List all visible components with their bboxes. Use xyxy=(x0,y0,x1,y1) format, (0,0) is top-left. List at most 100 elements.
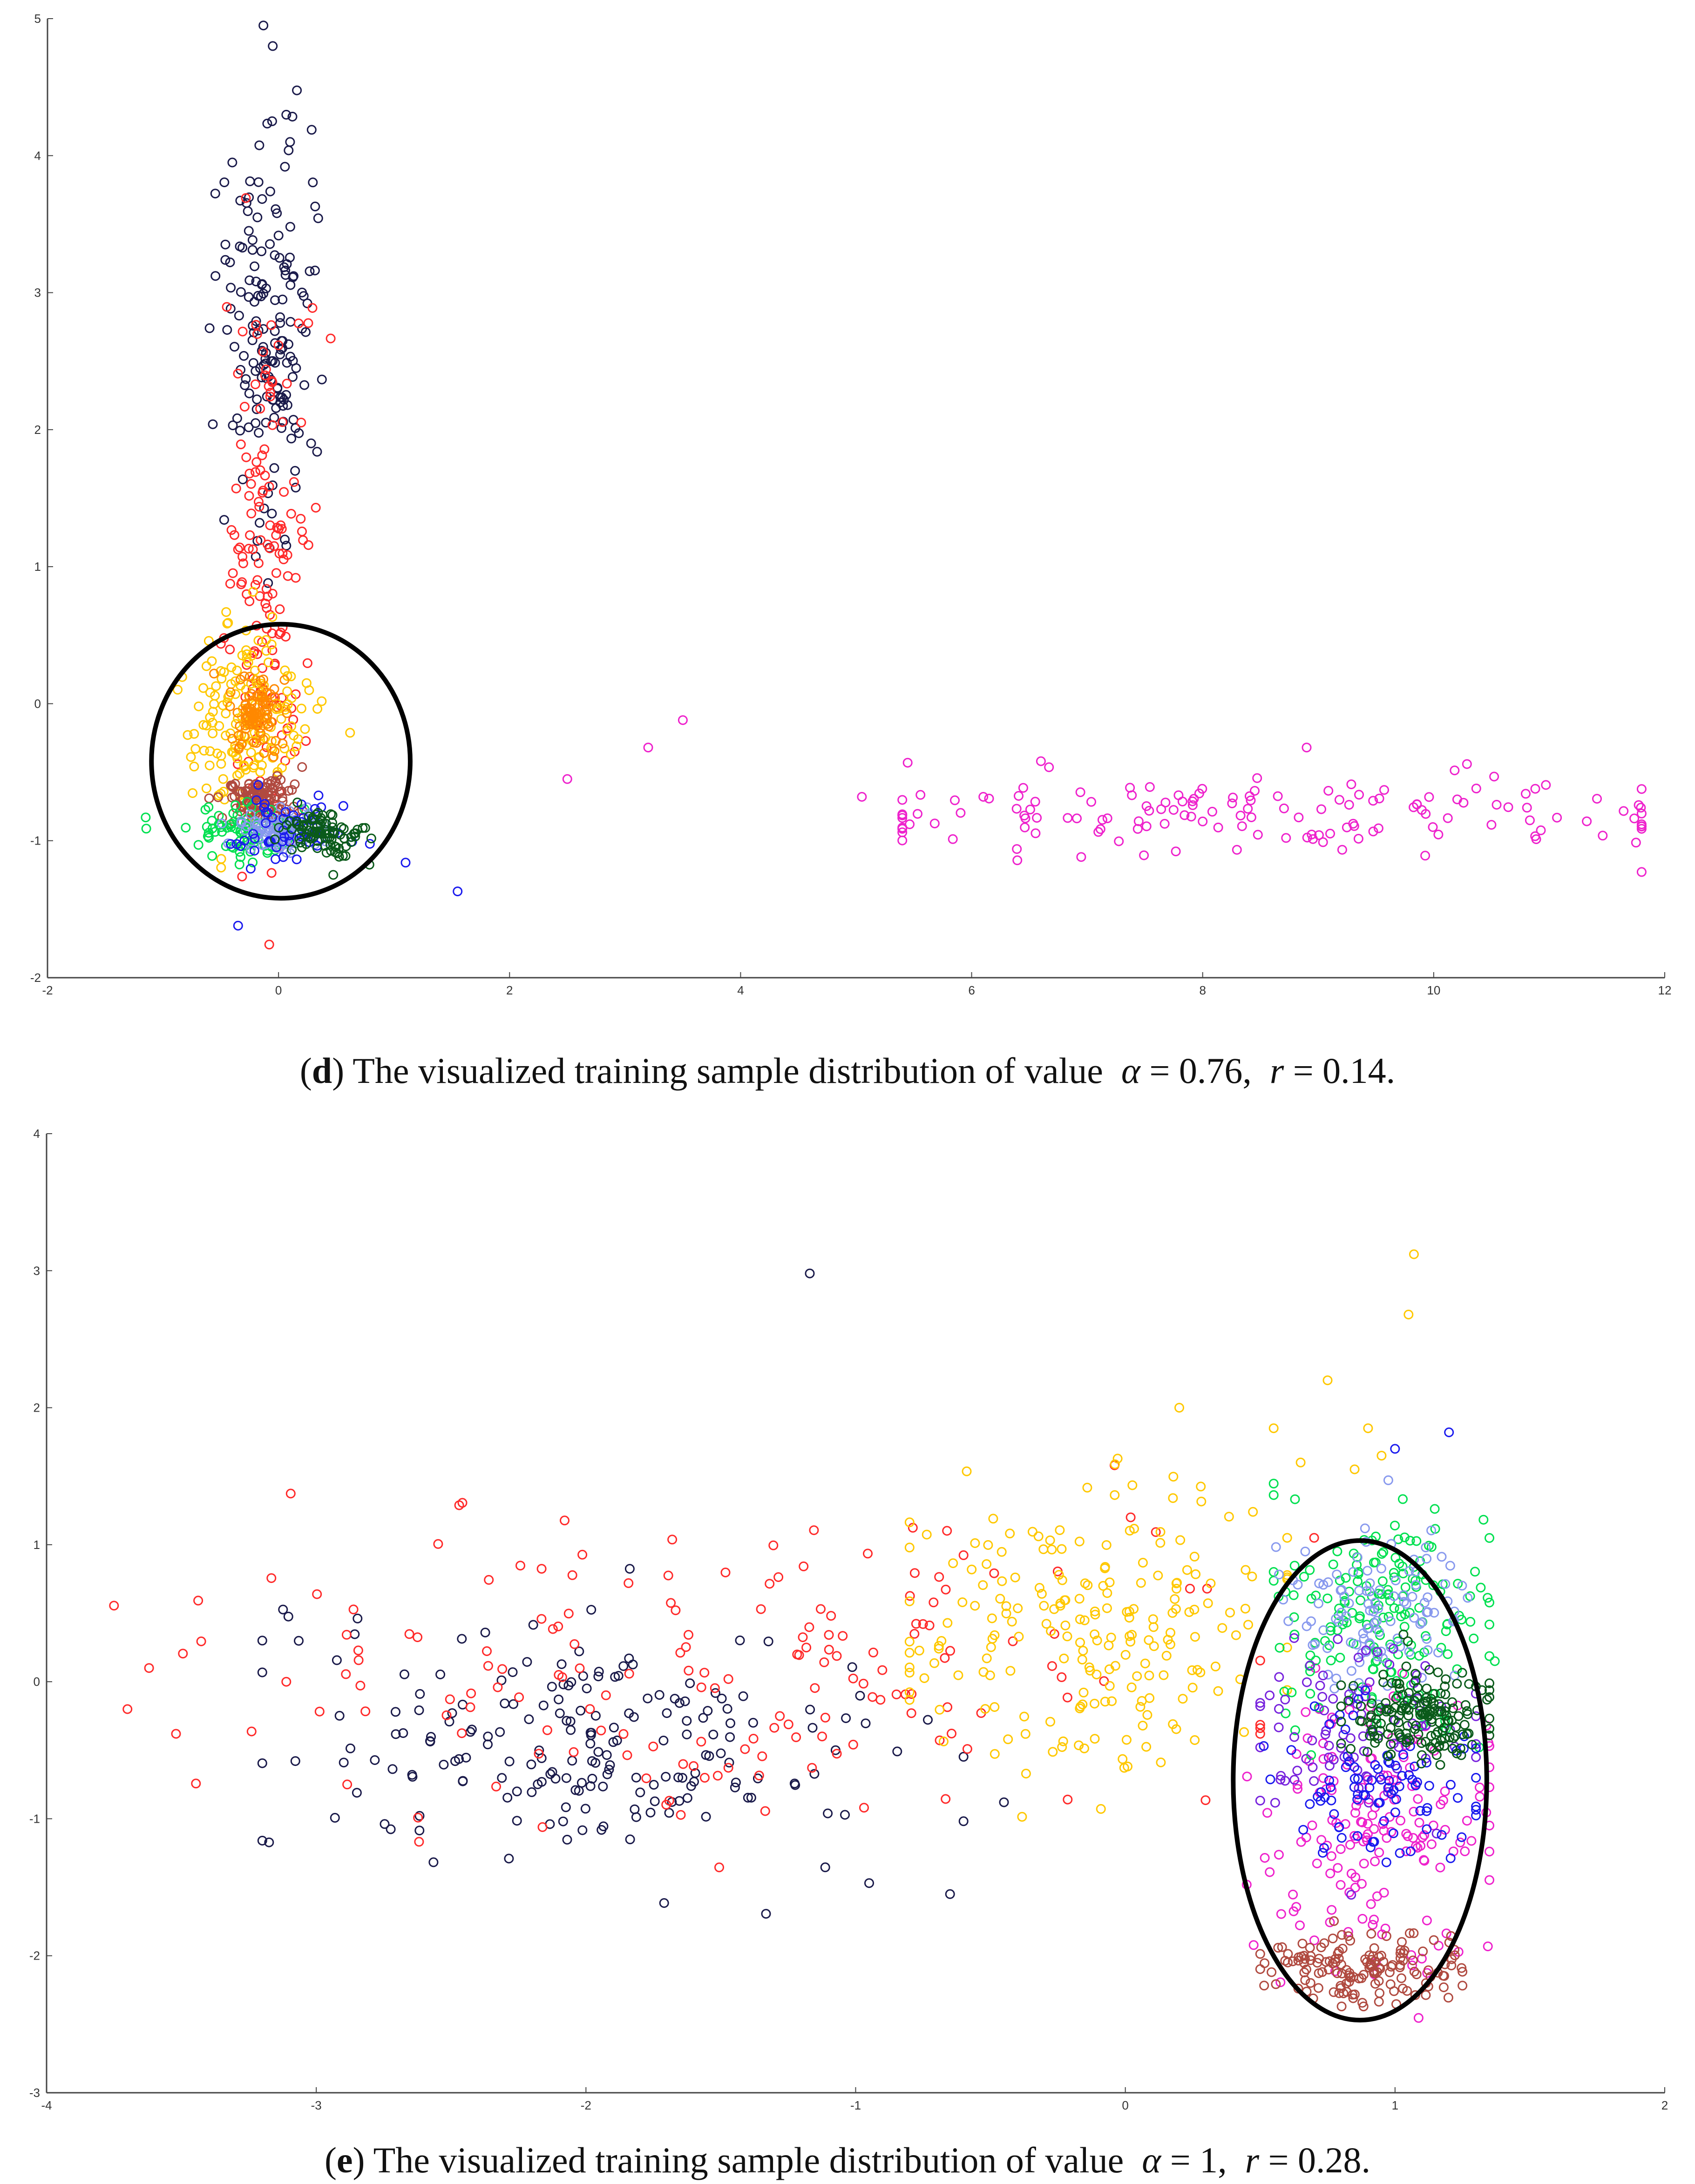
data-point-brown xyxy=(1429,1935,1439,1945)
data-point-blue xyxy=(1376,1774,1386,1785)
data-point-magenta xyxy=(1636,808,1647,818)
data-point-blue xyxy=(245,864,256,874)
data-point-navy xyxy=(247,245,258,255)
data-point-red xyxy=(277,693,287,703)
data-point-lightblue xyxy=(1390,1575,1401,1586)
data-point-magenta xyxy=(1245,791,1254,801)
x-tick-label: -2 xyxy=(581,2098,591,2112)
data-point-yellow xyxy=(201,661,211,671)
data-point-red xyxy=(757,1751,767,1761)
data-point-magenta xyxy=(929,818,940,829)
data-point-red xyxy=(260,370,270,380)
data-point-green xyxy=(1311,1656,1321,1665)
data-point-darkgreen xyxy=(1404,1735,1415,1745)
data-point-red xyxy=(858,1678,868,1689)
data-point-darkgreen xyxy=(1457,1668,1467,1678)
data-point-lightblue xyxy=(1370,1618,1380,1628)
data-point-magenta xyxy=(1346,779,1356,790)
data-point-magenta xyxy=(1466,1836,1477,1846)
data-point-navy xyxy=(210,189,220,199)
data-point-red xyxy=(907,1689,917,1699)
data-point-magenta xyxy=(1072,813,1082,824)
data-point-magenta xyxy=(1382,1833,1392,1843)
data-point-navy xyxy=(285,317,296,327)
data-point-green xyxy=(1353,1569,1363,1579)
data-point-red xyxy=(1008,1636,1018,1646)
data-point-green xyxy=(1397,1562,1408,1572)
data-point-yellow xyxy=(1125,1636,1136,1647)
data-point-brown xyxy=(1345,1935,1356,1946)
data-point-red xyxy=(958,1550,969,1560)
data-point-magenta xyxy=(1325,1868,1336,1879)
data-point-red xyxy=(267,588,278,599)
data-point-blue xyxy=(1444,1427,1454,1437)
data-point-yellow xyxy=(1129,1604,1139,1614)
data-point-yellow xyxy=(990,1630,1000,1640)
data-point-red xyxy=(1125,1512,1136,1522)
data-point-navy xyxy=(958,1751,969,1762)
data-point-red xyxy=(277,417,287,427)
data-point-yellow xyxy=(255,767,265,777)
data-point-yellow xyxy=(208,728,218,738)
data-point-navy xyxy=(590,1711,601,1721)
data-point-red xyxy=(723,1674,733,1684)
data-point-lightblue xyxy=(1417,1617,1427,1628)
data-point-darkgreen xyxy=(1420,1737,1431,1747)
data-point-green xyxy=(1415,1556,1425,1566)
data-point-magenta xyxy=(1288,1889,1298,1900)
data-point-yellow xyxy=(1196,1496,1207,1507)
data-point-navy xyxy=(380,1819,390,1829)
data-point-magenta xyxy=(1076,852,1086,862)
data-point-lightblue xyxy=(1359,1634,1369,1644)
data-point-yellow xyxy=(904,1668,915,1678)
data-point-magenta xyxy=(1260,1853,1270,1863)
data-point-navy xyxy=(263,488,273,498)
data-point-navy xyxy=(275,318,285,328)
data-point-navy xyxy=(299,380,310,390)
data-point-magenta xyxy=(1127,790,1137,800)
data-point-yellow xyxy=(198,683,209,693)
data-point-brown xyxy=(1423,1965,1433,1975)
data-point-navy xyxy=(268,41,278,51)
data-point-navy xyxy=(270,295,280,305)
data-point-red xyxy=(360,1706,371,1717)
data-point-yellow xyxy=(216,863,226,872)
data-point-red xyxy=(263,591,273,602)
data-point-navy xyxy=(703,1706,713,1716)
data-point-navy xyxy=(292,85,302,95)
data-point-magenta xyxy=(1011,804,1022,814)
data-point-navy xyxy=(204,323,215,333)
data-point-yellow xyxy=(345,728,355,738)
data-point-green xyxy=(1299,1572,1309,1582)
data-point-darkgreen xyxy=(1419,1698,1429,1709)
data-point-lightblue xyxy=(1415,1619,1425,1629)
data-point-navy xyxy=(504,1853,514,1864)
y-tick-label: 0 xyxy=(34,696,41,710)
data-point-navy xyxy=(257,1636,267,1646)
data-point-magenta xyxy=(1133,816,1144,826)
data-point-red xyxy=(908,1522,918,1533)
data-point-yellow xyxy=(1231,1630,1241,1640)
data-point-darkgreen xyxy=(1426,1694,1436,1704)
data-point-navy xyxy=(608,1737,618,1747)
data-point-navy xyxy=(232,413,242,423)
data-point-navy xyxy=(352,1788,362,1798)
data-point-red xyxy=(273,340,284,351)
data-point-navy xyxy=(625,1834,635,1845)
data-point-darkgreen xyxy=(1336,1717,1346,1727)
data-point-magenta xyxy=(1327,1905,1337,1915)
data-point-purple xyxy=(1317,1692,1328,1702)
data-point-yellow xyxy=(282,686,292,696)
data-point-yellow xyxy=(218,774,228,784)
data-point-navy xyxy=(387,1764,398,1774)
data-point-red xyxy=(246,1726,257,1737)
data-point-yellow xyxy=(1168,1719,1178,1729)
data-point-yellow xyxy=(1155,1527,1166,1537)
data-point-navy xyxy=(210,271,221,281)
data-point-darkgreen xyxy=(1386,1739,1396,1749)
data-point-red xyxy=(303,318,313,328)
data-point-blue xyxy=(231,839,242,849)
data-point-navy xyxy=(313,213,323,223)
data-point-red xyxy=(794,1650,804,1660)
